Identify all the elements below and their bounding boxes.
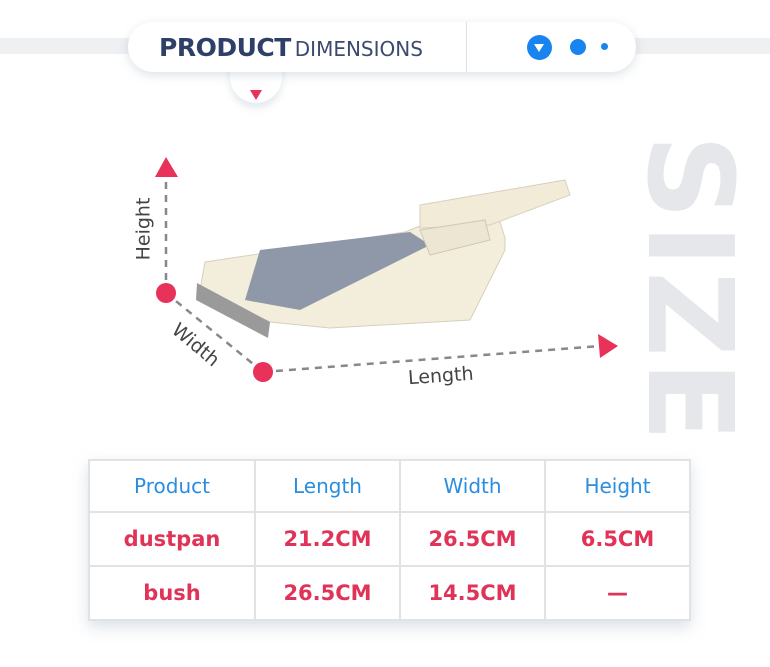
dot-icon[interactable] (570, 39, 586, 55)
cell: 26.5CM (399, 511, 546, 567)
cell: 6.5CM (544, 511, 691, 567)
table-row: bush 26.5CM 14.5CM — (88, 565, 691, 621)
header-cell: Length (254, 459, 401, 513)
title-bold: PRODUCT (159, 33, 291, 62)
corner-dot-icon (253, 362, 273, 382)
height-label: Height (132, 197, 155, 261)
corner-dot-icon (156, 283, 176, 303)
dustpan-image (196, 179, 571, 338)
length-line (262, 344, 601, 374)
cell: 14.5CM (399, 565, 546, 621)
chevron-down-circle-icon[interactable] (527, 35, 552, 60)
cell: 26.5CM (254, 565, 401, 621)
table-header-row: Product Length Width Height (88, 459, 691, 513)
length-label: Length (407, 362, 475, 390)
header-divider (466, 22, 467, 72)
cell: — (544, 565, 691, 621)
small-dot-icon[interactable] (601, 43, 608, 50)
dimensions-table: Product Length Width Height dustpan 21.2… (88, 459, 691, 621)
page-title: PRODUCT DIMENSIONS (159, 33, 423, 62)
header-cell: Height (544, 459, 691, 513)
header-cell: Product (88, 459, 256, 513)
arrow-up-icon (155, 157, 178, 177)
title-light: DIMENSIONS (294, 37, 423, 61)
cell: 21.2CM (254, 511, 401, 567)
cell: bush (88, 565, 256, 621)
table-row: dustpan 21.2CM 26.5CM 6.5CM (88, 511, 691, 567)
header-cell: Width (399, 459, 546, 513)
width-line (165, 292, 264, 373)
arrow-right-icon (598, 334, 618, 358)
cell: dustpan (88, 511, 256, 567)
triangle-down-icon (250, 90, 262, 100)
